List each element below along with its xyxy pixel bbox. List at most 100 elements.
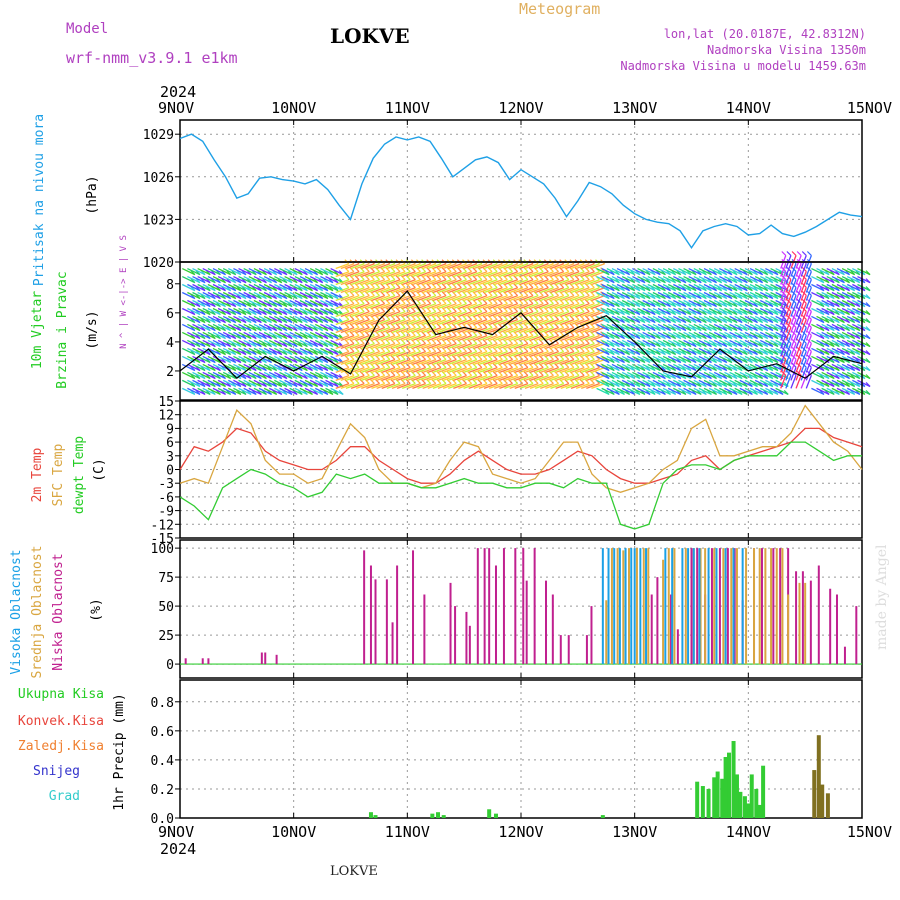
wind-barb-tip [318, 318, 324, 323]
wind-barb [754, 371, 769, 380]
wind-barb [831, 307, 845, 316]
wind-barb-tip [308, 342, 313, 347]
wind-barb-tip [533, 291, 539, 297]
wind-barb [294, 323, 308, 332]
wind-barb-tip [390, 355, 396, 361]
wind-barb-tip [354, 267, 360, 273]
wind-barb-tip [753, 358, 758, 363]
wind-barb-tip [190, 286, 196, 292]
wind-barb [780, 295, 787, 309]
wind-barb [437, 279, 452, 286]
wind-barb [304, 315, 318, 324]
wind-barb-tip [462, 379, 467, 385]
wind-barb-tip [256, 342, 262, 347]
wind-barb [616, 299, 630, 308]
wind-barb [698, 387, 712, 396]
wind-barb [253, 331, 267, 340]
wind-barb-tip [405, 355, 411, 361]
wind-barb [744, 283, 758, 292]
wind-barb [550, 343, 564, 350]
wind-barb-tip [385, 355, 391, 361]
wind-barb [667, 347, 682, 356]
wind-barb-tip [829, 382, 835, 387]
wind-barb [304, 299, 318, 308]
wind-barb [565, 374, 580, 382]
wind-barb [647, 283, 661, 292]
wind-barb [841, 371, 855, 380]
wind-barb [228, 347, 242, 356]
wind-barb [688, 291, 702, 300]
wind-barb [504, 303, 518, 310]
temp-ytick-label: -3 [158, 477, 174, 492]
wind-barb-tip [758, 302, 764, 308]
wind-barb [831, 291, 845, 300]
wind-barb-tip [385, 291, 391, 297]
wind-barb-tip [768, 350, 774, 355]
wind-barb-tip [277, 278, 283, 284]
wind-barb-tip [543, 323, 549, 329]
wind-barb-tip [302, 342, 308, 347]
wind-barb-tip [472, 291, 478, 297]
wind-barb-tip [267, 326, 273, 331]
wind-barb-tip [620, 286, 625, 292]
wind-barb [693, 339, 707, 348]
wind-barb-tip [829, 342, 835, 347]
wind-barb-tip [467, 275, 473, 281]
wind-barb-tip [773, 342, 779, 347]
wind-barb-tip [523, 331, 529, 337]
wind-barb-tip [487, 323, 493, 329]
wind-barb-tip [410, 275, 416, 281]
wind-barb [795, 311, 802, 325]
wind-barb-tip [370, 315, 375, 321]
wind-barb-tip [732, 334, 738, 339]
wind-barb-tip [390, 363, 396, 369]
wind-barb-tip [753, 310, 758, 315]
wind-barb [596, 371, 610, 380]
wind-barb [555, 303, 570, 310]
wind-barb [698, 307, 712, 316]
wind-barb [427, 279, 442, 286]
wind-barb-tip [696, 310, 702, 315]
wind-barb-tip [850, 270, 856, 276]
wind-barb [228, 275, 242, 284]
wind-barb-tip [262, 390, 267, 395]
wind-barb [396, 335, 411, 342]
wind-barb-tip [773, 270, 779, 276]
wind-barb [565, 335, 580, 342]
wind-barb-tip [584, 299, 590, 305]
wind-barb [274, 323, 288, 332]
wind-barb [309, 291, 324, 300]
wind-barb-tip [205, 374, 211, 379]
precip-total-bar [493, 813, 498, 818]
wind-barb-tip [482, 275, 488, 281]
wind-barb-tip [195, 270, 201, 276]
wind-barb [468, 271, 483, 278]
wind-barb-tip [819, 270, 825, 276]
wind-barb-tip [277, 270, 283, 276]
wind-barb-tip [292, 342, 298, 347]
wind-barb-tip [523, 363, 529, 369]
wind-barb-tip [282, 390, 288, 395]
precip-total-bar [436, 812, 441, 818]
wind-barb-tip [845, 382, 851, 387]
wind-barb [427, 335, 442, 342]
meteogram-title: Meteogram [519, 0, 600, 18]
wind-barb-tip [691, 310, 697, 315]
wind-barb-tip [482, 355, 488, 361]
wind-barb-tip [543, 299, 549, 305]
wind-barb [713, 299, 728, 308]
wind-barb [340, 311, 355, 318]
wind-barb [698, 283, 712, 292]
wind-barb-tip [773, 334, 779, 339]
wind-barb [268, 275, 283, 284]
wind-barb-tip [840, 334, 845, 339]
wind-barb [279, 331, 293, 340]
wind-barb-tip [246, 286, 252, 292]
wind-barb [708, 347, 723, 356]
wind-barb-tip [221, 286, 226, 292]
wind-barb [754, 283, 769, 292]
wind-barb-tip [549, 315, 554, 321]
wind-barb-tip [645, 350, 651, 355]
wind-barb [611, 307, 625, 316]
wind-barb-tip [763, 310, 769, 315]
